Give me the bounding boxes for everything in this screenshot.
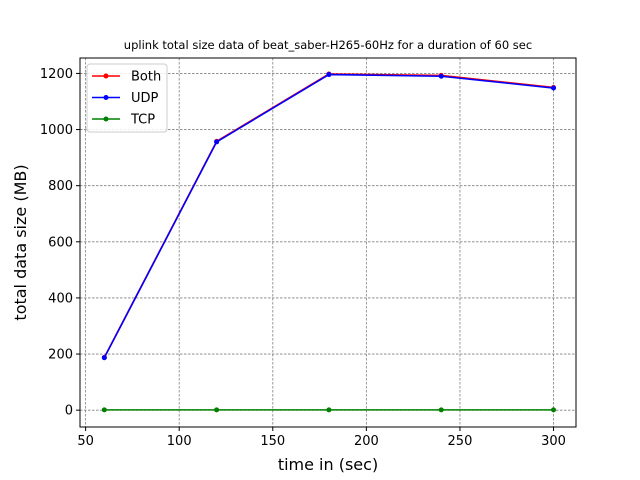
x-tick-label: 200: [354, 434, 379, 449]
y-tick-label: 600: [48, 235, 73, 250]
x-axis-label: time in (sec): [278, 455, 378, 474]
data-point-udp: [551, 85, 557, 91]
y-axis-label: total data size (MB): [11, 164, 30, 320]
ticks: 50 100 150 200 250 300 0 200 400 600 800 1000 1200: [40, 67, 566, 449]
legend-marker-udp: [103, 95, 109, 100]
y-tick-label: 400: [48, 291, 73, 306]
y-tick-label: 0: [65, 404, 73, 419]
data-point-tcp: [326, 407, 332, 413]
y-tick-label: 800: [48, 179, 73, 194]
x-tick-label: 100: [167, 434, 192, 449]
data-point-udp: [101, 355, 107, 361]
legend-label-both: Both: [131, 70, 161, 85]
legend-marker-both: [103, 73, 109, 79]
series-line-udp: [103, 73, 554, 359]
series-line-both: [103, 73, 554, 358]
data-point-tcp: [101, 407, 107, 413]
legend-box: [86, 63, 168, 133]
x-tick-label: 300: [541, 434, 566, 449]
data-point-tcp: [438, 407, 444, 413]
chart-title: uplink total size data of beat_saber-H26…: [124, 38, 532, 52]
x-tick-label: 250: [448, 434, 473, 449]
data-point-udp: [214, 139, 220, 145]
y-tick-label: 1000: [40, 123, 73, 138]
legend-label-tcp: TCP: [130, 113, 155, 128]
series-group: [101, 71, 557, 413]
x-tick-label: 50: [77, 434, 94, 449]
x-tick-label: 150: [260, 434, 285, 449]
data-point-udp: [438, 73, 444, 79]
legend-label-udp: UDP: [131, 91, 159, 106]
data-point-tcp: [551, 407, 557, 413]
data-point-udp: [326, 72, 332, 78]
legend: Both UDP TCP: [86, 63, 168, 133]
plot-frame: [79, 57, 577, 428]
y-tick-label: 200: [48, 348, 73, 363]
data-point-tcp: [214, 407, 220, 413]
y-tick-label: 1200: [40, 67, 73, 82]
legend-marker-tcp: [103, 116, 109, 122]
